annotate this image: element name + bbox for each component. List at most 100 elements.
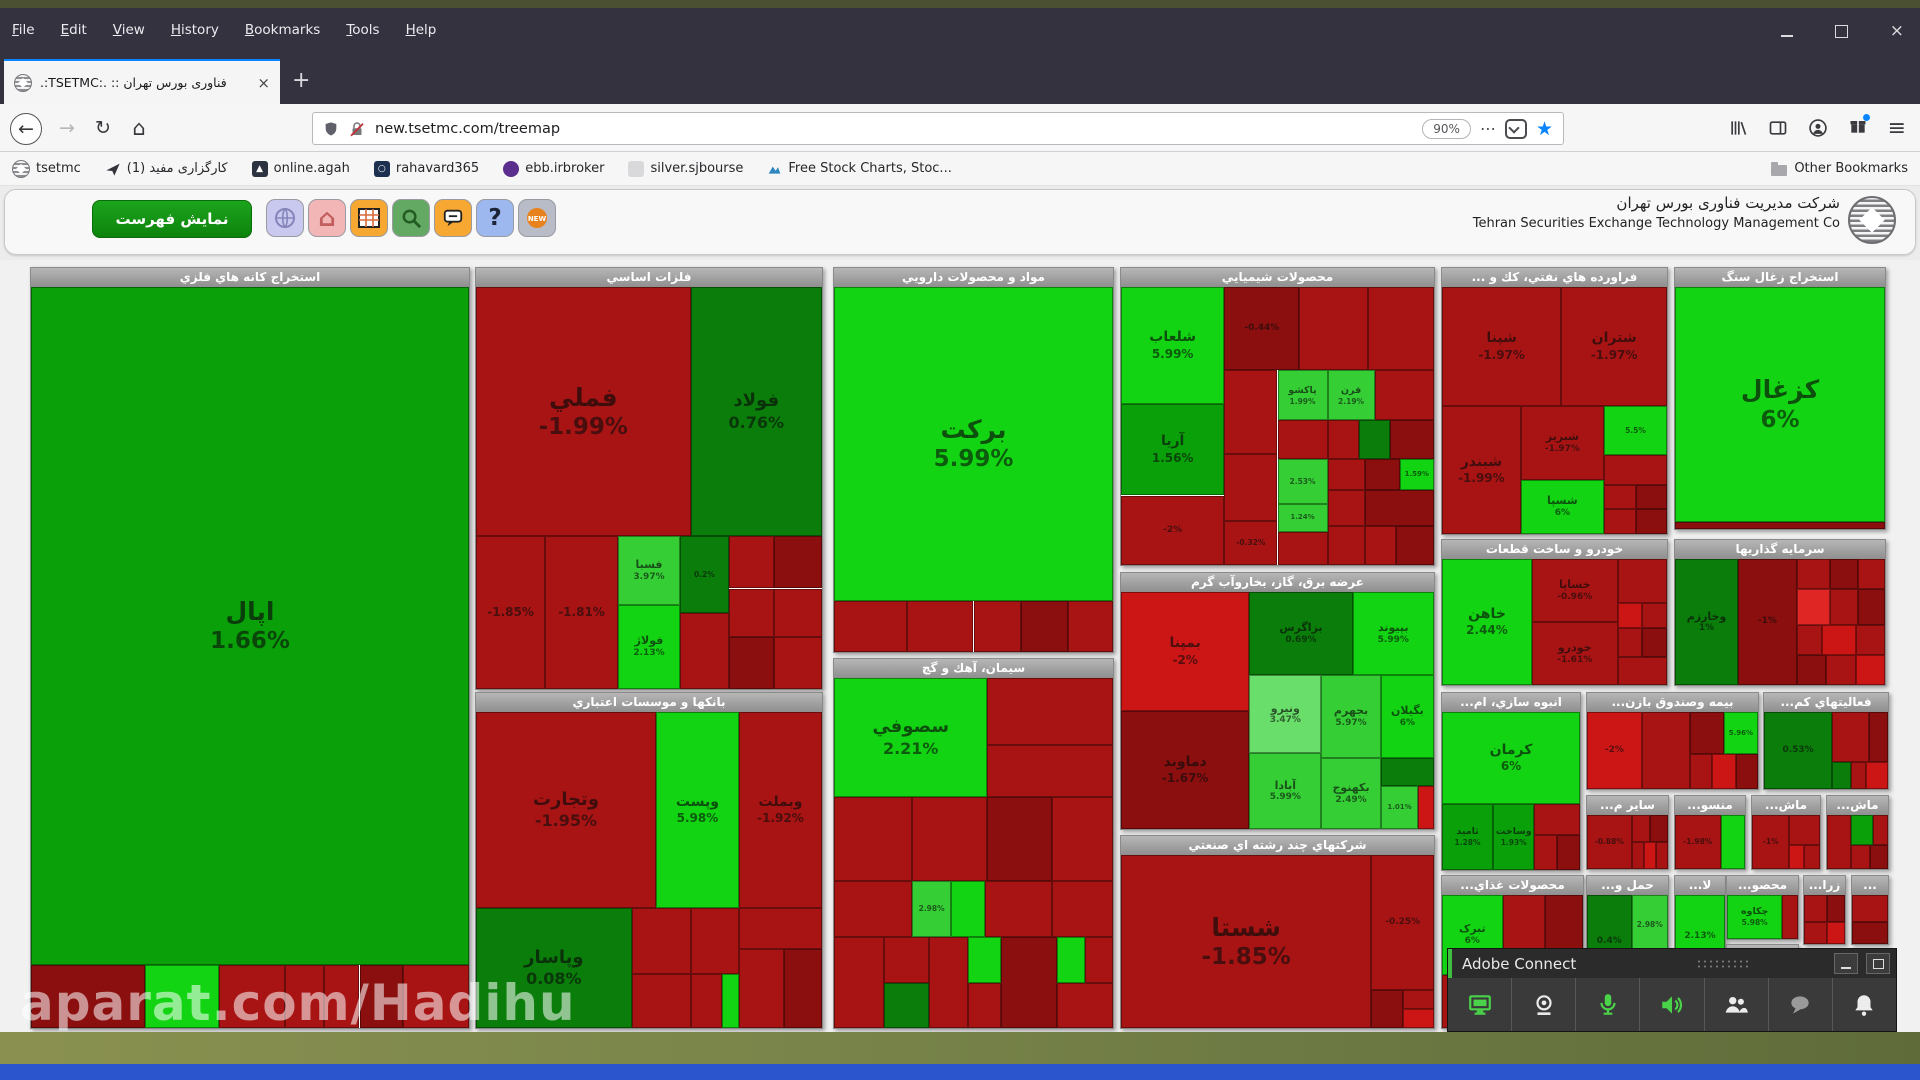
treemap-tile[interactable] [1556,835,1580,870]
treemap-tile[interactable] [1789,815,1820,845]
treemap-tile[interactable]: -1.85% [476,536,546,689]
treemap-tile[interactable] [1826,921,1845,944]
treemap-tile[interactable] [359,965,404,1028]
whatsnew-gift-icon[interactable] [1848,114,1870,140]
home-button[interactable]: ⌂ [132,116,146,140]
menu-icon[interactable]: ≡ [1887,115,1906,141]
treemap-tile[interactable] [1641,712,1690,789]
search-icon[interactable] [392,199,430,237]
treemap-tile[interactable]: خاهن 2.44% [1442,559,1532,685]
treemap-tile[interactable]: فسبا 3.97% [617,536,681,605]
treemap-tile[interactable] [1642,603,1667,629]
treemap-tile[interactable] [884,937,929,983]
treemap-tile[interactable] [1804,921,1827,944]
treemap-tile[interactable]: 1.24% [1277,503,1328,532]
treemap-tile[interactable]: وخارزم 1% [1675,559,1738,685]
treemap-tile[interactable] [728,588,774,637]
treemap-tile[interactable] [1869,844,1888,869]
treemap-tile[interactable]: شپنا -1.97% [1442,287,1562,406]
treemap-tile[interactable] [1689,754,1712,789]
treemap-tile[interactable] [1642,628,1667,658]
treemap-tile[interactable] [631,974,691,1028]
treemap-tile[interactable] [690,907,739,975]
treemap-tile[interactable] [1789,844,1805,869]
treemap-tile[interactable] [1604,454,1667,485]
treemap-tile[interactable] [1851,844,1870,869]
treemap-tile[interactable] [1857,559,1885,590]
treemap-tile[interactable]: -2% [1587,712,1642,789]
treemap-tile[interactable] [1358,420,1391,460]
treemap-tile[interactable]: کرمان 6% [1442,712,1580,804]
treemap-tile[interactable]: 1.01% [1380,786,1419,829]
menu-tools[interactable]: Tools [346,22,380,38]
treemap-tile[interactable] [1796,559,1831,590]
treemap-tile[interactable]: اپال 1.66% [31,287,469,965]
treemap-tile[interactable] [1720,815,1745,869]
adobe-connect-panel[interactable]: Adobe Connect [1447,948,1897,1032]
treemap-tile[interactable] [1635,484,1667,510]
treemap-tile[interactable]: برکت 5.99% [834,287,1113,601]
maximize-button[interactable] [1834,24,1848,38]
menu-edit[interactable]: Edit [60,22,87,38]
treemap-tile[interactable] [631,907,691,975]
library-icon[interactable] [1728,118,1748,138]
treemap-tile[interactable] [1782,895,1798,939]
treemap-tile[interactable]: آبادا 5.99% [1249,753,1322,829]
treemap-tile[interactable] [1631,842,1644,869]
chat-icon[interactable] [434,199,472,237]
tab-tsetmc[interactable]: .:TSETMC:. :: فناوری بورس تهران × [4,59,280,104]
treemap-tile[interactable] [1224,370,1278,454]
treemap-tile[interactable] [1057,937,1086,983]
treemap-tile[interactable] [1832,762,1851,789]
treemap-tile[interactable] [1374,370,1434,421]
new-tab-button[interactable]: + [292,68,311,93]
bookmark-ebb-irbroker[interactable]: ebb.irbroker [503,160,604,177]
treemap-tile[interactable]: فملي -1.99% [476,287,691,537]
treemap-tile[interactable]: شتران -1.97% [1561,287,1667,406]
treemap-tile[interactable]: ونیرو 3.47% [1249,674,1322,754]
page-actions-icon[interactable]: ⋯ [1479,119,1496,138]
treemap-tile[interactable]: وتجارت -1.95% [476,712,656,908]
treemap-tile[interactable] [690,974,722,1028]
treemap-tile[interactable] [1068,600,1113,652]
treemap-tile[interactable] [987,678,1113,745]
treemap-tile[interactable]: پاکشو 1.99% [1277,370,1328,421]
treemap-tile[interactable] [834,797,913,881]
treemap-tile[interactable]: شستا -1.85% [1121,855,1372,1028]
bookmark-star-icon[interactable]: ★ [1535,117,1553,140]
treemap-tile[interactable] [1224,453,1278,521]
pocket-icon[interactable] [1504,118,1527,139]
treemap-tile[interactable] [1327,459,1366,490]
treemap-tile[interactable] [773,636,822,689]
treemap-tile[interactable]: آريا 1.56% [1121,403,1225,496]
speaker-icon[interactable] [1640,978,1705,1031]
treemap-tile[interactable] [1327,526,1366,565]
home-icon[interactable]: ⌂ [308,199,346,237]
treemap-tile[interactable] [928,937,968,1028]
treemap-tile[interactable]: 5.96% [1723,712,1758,755]
treemap-tile[interactable] [1534,803,1580,836]
treemap-tile[interactable] [1617,657,1667,685]
treemap-tile[interactable]: کزغال 6% [1675,287,1885,522]
treemap-tile[interactable] [987,797,1052,881]
treemap-tile[interactable] [1735,754,1758,789]
treemap-tile[interactable] [1827,815,1852,869]
treemap-tile[interactable] [1085,937,1113,983]
treemap-tile[interactable] [1617,628,1643,658]
microphone-icon[interactable] [1576,978,1641,1031]
treemap-tile[interactable] [1675,521,1885,529]
treemap-tile[interactable] [1855,654,1885,685]
treemap-tile[interactable] [1277,420,1328,460]
help-icon[interactable]: ? [476,199,514,237]
treemap-tile[interactable]: بکهنوج 2.49% [1321,757,1381,829]
tracking-shield-icon[interactable] [323,120,339,138]
forward-button[interactable]: → [59,117,75,139]
treemap-tile[interactable]: -1.98% [1675,815,1721,869]
close-button[interactable]: × [1889,20,1904,41]
other-bookmarks[interactable]: Other Bookmarks [1771,161,1908,176]
treemap-tile[interactable] [1711,754,1736,789]
treemap-tile[interactable] [219,965,286,1028]
treemap-tile[interactable] [1865,762,1888,789]
treemap-tile[interactable]: خودرو -1.61% [1532,622,1618,685]
treemap-tile[interactable] [144,965,220,1028]
